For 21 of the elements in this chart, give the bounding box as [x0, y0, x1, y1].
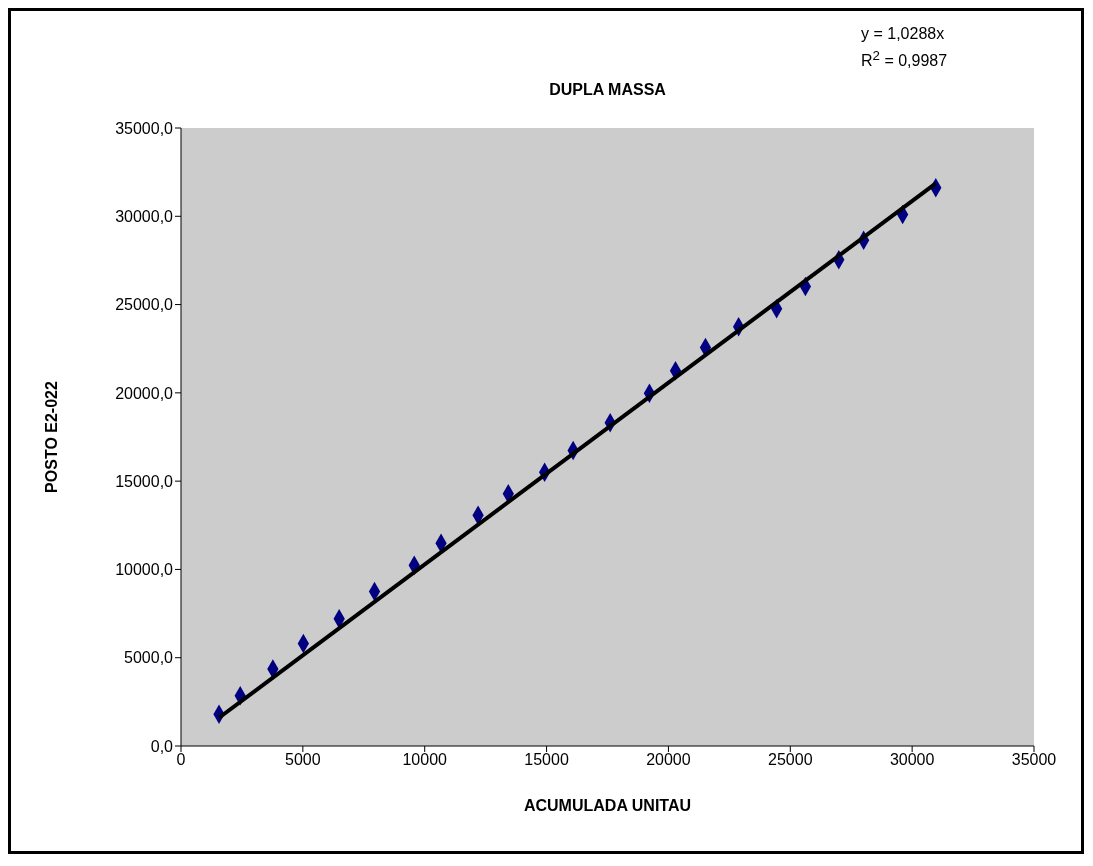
y-tick-label: 20000,0	[115, 384, 174, 402]
x-axis-title: ACUMULADA UNITAU	[523, 797, 692, 814]
y-tick-label: 25000,0	[115, 296, 174, 314]
x-tick-label: 0	[176, 751, 186, 769]
x-tick-label: 25000	[768, 751, 813, 769]
x-tick-label: 20000	[646, 751, 691, 769]
x-tick-label: 30000	[889, 751, 935, 769]
chart-title: DUPLA MASSA	[548, 81, 667, 99]
x-tick-label: 5000	[285, 751, 321, 769]
x-tick-label: 35000	[1011, 751, 1057, 769]
y-tick-label: 5000,0	[124, 649, 174, 667]
y-tick-label: 15000,0	[115, 472, 174, 490]
x-tick-label: 15000	[524, 751, 569, 769]
y-axis-title: POSTO E2-022	[42, 381, 60, 493]
y-tick-label: 10000,0	[115, 561, 174, 579]
text: y = 1,0288x	[861, 24, 946, 44]
y-tick-label: 0,0	[150, 737, 174, 755]
text: R$^{2}$ = 0,9987	[861, 47, 948, 72]
y-tick-label: 35000,0	[115, 119, 174, 137]
y-tick-label: 30000,0	[115, 207, 174, 225]
x-tick-label: 10000	[402, 751, 448, 769]
